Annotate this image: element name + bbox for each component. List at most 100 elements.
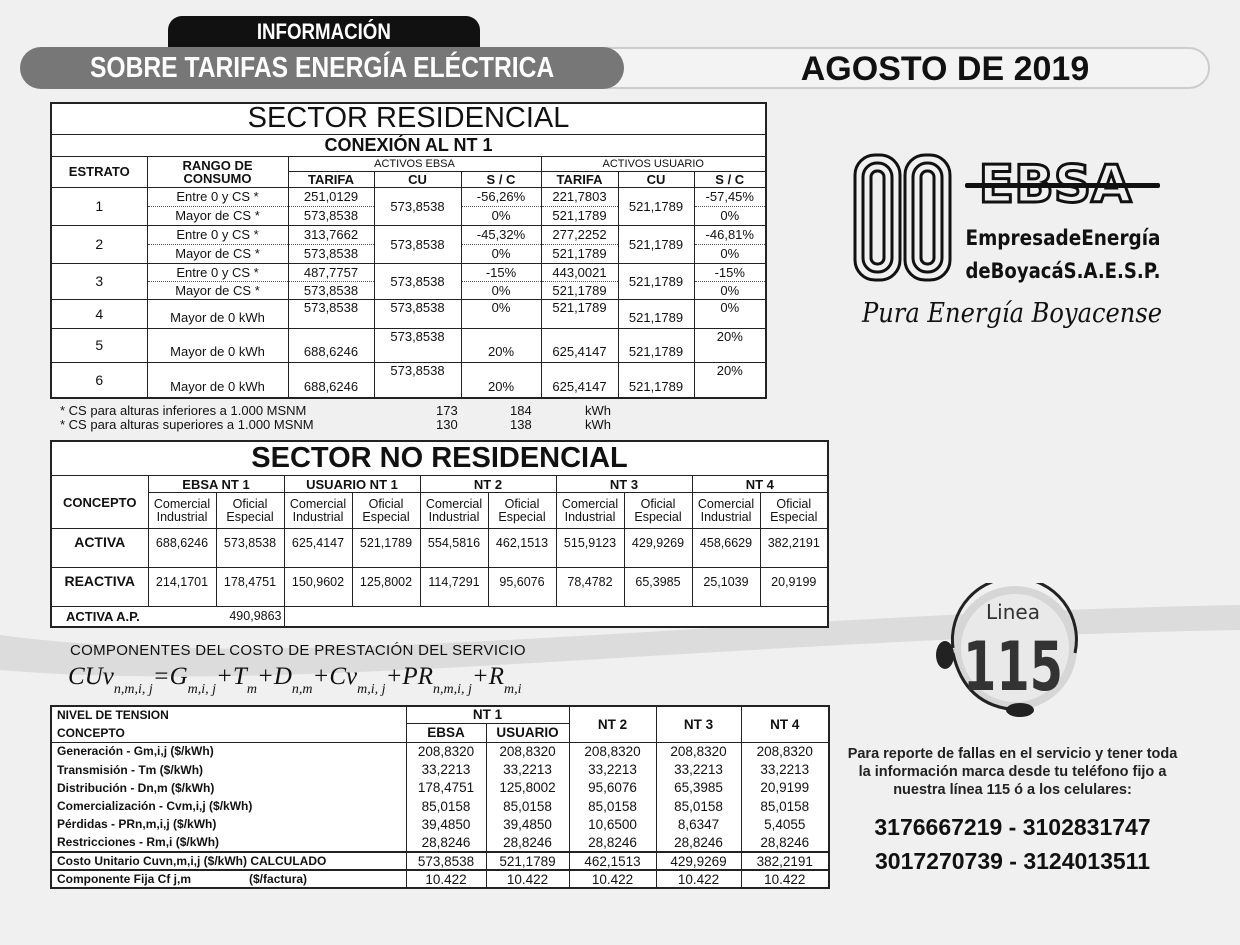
value-cell: 462,1513: [487, 528, 557, 568]
linea-115-badge: Linea 115: [936, 583, 1078, 717]
value-cell: 78,4782: [555, 567, 625, 607]
group-header: NT 4: [691, 475, 829, 493]
row-label: Transmisión - Tm ($/kWh): [50, 760, 407, 779]
estrato-cell: 3: [50, 262, 148, 300]
group-header: NT 2: [419, 475, 557, 493]
value-cell: 95,6076: [568, 778, 657, 797]
row-label: Generación - Gm,i,j ($/kWh): [50, 742, 407, 761]
note-text: * CS para alturas inferiores a 1.000 MSN…: [60, 403, 307, 418]
sc-usuario-cell: 0%: [693, 206, 767, 226]
sub-header: Oficial Especial: [623, 492, 693, 529]
sub-header: Comercial Industrial: [283, 492, 353, 529]
row-label: Componente Fija Cf j,m ($/factura): [50, 869, 407, 889]
page-date: AGOSTO DE 2019: [800, 50, 1090, 88]
tarifa-usuario-cell: 221,7803: [540, 186, 619, 207]
tarifa-usuario-cell: 443,0021: [540, 262, 619, 282]
background-swoosh: [0, 605, 1240, 677]
non-residential-title: SECTOR NO RESIDENCIAL: [50, 440, 829, 476]
value-cell: 208,8320: [655, 742, 742, 761]
header-nt1: NT 1: [405, 705, 570, 725]
row-label: Comercialización - Cvm,i,j ($/kWh): [50, 796, 407, 816]
value-cell: 33,2213: [568, 760, 657, 779]
value-cell: 458,6629: [691, 528, 761, 568]
rango-cell: Mayor de 0 kWh: [146, 327, 289, 363]
note-v1: 130: [436, 417, 458, 432]
value-cell: 208,8320: [405, 742, 487, 761]
value-cell: 85,0158: [655, 796, 742, 816]
report-info: Para reporte de fallas en el servicio y …: [845, 745, 1180, 875]
estrato-cell: 6: [50, 361, 148, 399]
cu-usuario-cell: 521,1789: [617, 224, 695, 264]
sub-header: Oficial Especial: [759, 492, 829, 529]
formula-term: +D: [256, 662, 292, 690]
value-cell: 625,4147: [283, 528, 353, 568]
formula-sub: m,i, j: [187, 681, 217, 697]
tarifa-ebsa-cell: 688,6246: [287, 361, 375, 399]
value-cell: 429,9269: [623, 528, 693, 568]
sc-usuario-cell: -57,45%: [693, 186, 767, 207]
group-activos-usuario: ACTIVOS USUARIO: [540, 155, 767, 172]
tarifa-usuario-cell: 521,1789: [540, 244, 619, 264]
value-cell: 39,4850: [405, 815, 487, 834]
rango-cell: Entre 0 y CS *: [146, 262, 289, 282]
row-label: Costo Unitario Cuvn,m,i,j ($/kWh) CALCUL…: [50, 850, 407, 871]
component-row: Pérdidas - PRn,m,i,j ($/kWh) 39,4850 39,48…: [50, 815, 830, 834]
value-cell: 462,1513: [568, 850, 657, 871]
cu-ebsa-cell: 573,8538: [373, 262, 462, 300]
header-tab-informacion: INFORMACIÓN: [168, 16, 480, 47]
estrato-cell: 4: [50, 298, 148, 329]
value-cell: 214,1701: [147, 567, 217, 607]
estrato-cell: 1: [50, 186, 148, 226]
linea-label: Linea: [986, 600, 1040, 624]
note-unit: kWh: [585, 403, 611, 418]
cost-components-table: NIVEL DE TENSION NT 1 NT 2 NT 3 NT 4 CON…: [50, 704, 831, 890]
value-cell: 33,2213: [655, 760, 742, 779]
rango-cell: Mayor de 0 kWh: [146, 361, 289, 399]
sc-ebsa-cell: -45,32%: [460, 224, 542, 245]
note-unit: kWh: [585, 417, 611, 432]
cs-notes: * CS para alturas inferiores a 1.000 MSN…: [60, 404, 828, 432]
tarifa-ebsa-cell: 573,8538: [287, 281, 375, 300]
phone-numbers-2: 3017270739 - 3124013511: [874, 848, 1150, 874]
value-cell: 208,8320: [568, 742, 657, 761]
header-nivel-tension: NIVEL DE TENSION: [50, 705, 407, 724]
tarifa-ebsa-cell: 573,8538: [287, 206, 375, 226]
estrato-cell: 5: [50, 327, 148, 363]
value-cell: 39,4850: [485, 815, 570, 834]
residential-tariff-table: SECTOR RESIDENCIAL CONEXIÓN AL NT 1 ESTR…: [50, 102, 768, 399]
component-row: Distribución - Dn,m ($/kWh) 178,4751 125,8…: [50, 778, 830, 797]
rango-cell: Entre 0 y CS *: [146, 224, 289, 245]
sc-ebsa-cell: -56,26%: [460, 186, 542, 207]
component-row: Restricciones - Rm,i ($/kWh) 28,8246 28,82…: [50, 833, 830, 852]
page-title: SOBRE TARIFAS ENERGÍA ELÉCTRICA: [89, 52, 555, 84]
value-cell: 20,9199: [759, 567, 829, 607]
value-cell: 521,1789: [351, 528, 421, 568]
note-v2: 138: [510, 417, 532, 432]
value-cell: 95,6076: [487, 567, 557, 607]
tarifa-usuario-cell: 521,1789: [540, 206, 619, 226]
value-cell: 8,6347: [655, 815, 742, 834]
sc-ebsa-cell: 20%: [460, 361, 542, 399]
cu-ebsa-cell: 573,8538: [373, 186, 462, 226]
tarifa-ebsa-cell: 688,6246: [287, 327, 375, 363]
header-ebsa: EBSA: [405, 723, 487, 743]
non-residential-row: ACTIVA 688,6246 573,8538 625,4147 521,1789 55…: [50, 528, 829, 568]
value-cell: 28,8246: [655, 833, 742, 852]
value-cell: 28,8246: [568, 833, 657, 852]
cu-ebsa-cell: 573,8538: [373, 361, 462, 399]
row-label: REACTIVA: [50, 567, 149, 607]
sc-usuario-cell: 0%: [693, 244, 767, 264]
cu-usuario-cell: 521,1789: [617, 186, 695, 226]
header-nt3: NT 3: [655, 705, 742, 743]
report-text: Para reporte de fallas en el servicio y …: [847, 746, 1178, 798]
value-cell: 85,0158: [405, 796, 487, 816]
formula-term: +PR: [385, 662, 433, 690]
row-label: Restricciones - Rm,i ($/kWh): [50, 833, 407, 852]
component-row: Generación - Gm,i,j ($/kWh) 208,8320 208,8…: [50, 742, 830, 761]
formula-term: +T: [216, 662, 247, 690]
total-row: Costo Unitario Cuvn,m,i,j ($/kWh) CALCUL…: [50, 850, 830, 871]
sc-ebsa-cell: 0%: [460, 206, 542, 226]
col-rango: RANGO DE CONSUMO: [146, 155, 289, 188]
sc-usuario-cell: 20%: [693, 327, 767, 363]
value-cell: 150,9602: [283, 567, 353, 607]
